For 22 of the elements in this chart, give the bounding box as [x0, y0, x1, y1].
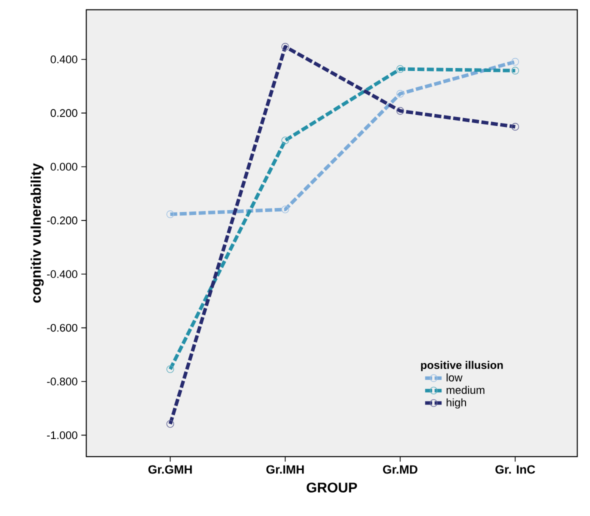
legend-title: positive illusion [421, 360, 503, 372]
x-tick-label: Gr.IMH [266, 465, 304, 474]
y-tick-label: -1.000 [47, 431, 78, 440]
y-tick-label: -0.800 [47, 378, 78, 386]
x-axis-title: GROUP [306, 482, 357, 492]
y-tick-label: 0.400 [50, 55, 78, 64]
legend-label: medium [446, 386, 484, 394]
legend-label: high [446, 398, 466, 409]
point [166, 210, 174, 218]
y-tick-label: 0.200 [50, 109, 78, 117]
x-tick-label: Gr. InC [495, 465, 536, 474]
y-tick-label: -0.400 [47, 270, 78, 278]
y-tick-label: -0.200 [47, 216, 78, 224]
y-axis-title: cognitiv vulnerability [30, 163, 44, 303]
x-tick-label: Gr.GMH [148, 465, 192, 474]
point [281, 206, 290, 214]
y-tick-label: 0.000 [50, 162, 78, 171]
y-tick-label: -0.600 [47, 324, 78, 332]
point [396, 90, 404, 98]
legend-label: low [446, 373, 462, 382]
x-tick-label: Gr.MD [383, 465, 418, 474]
point [511, 58, 520, 66]
